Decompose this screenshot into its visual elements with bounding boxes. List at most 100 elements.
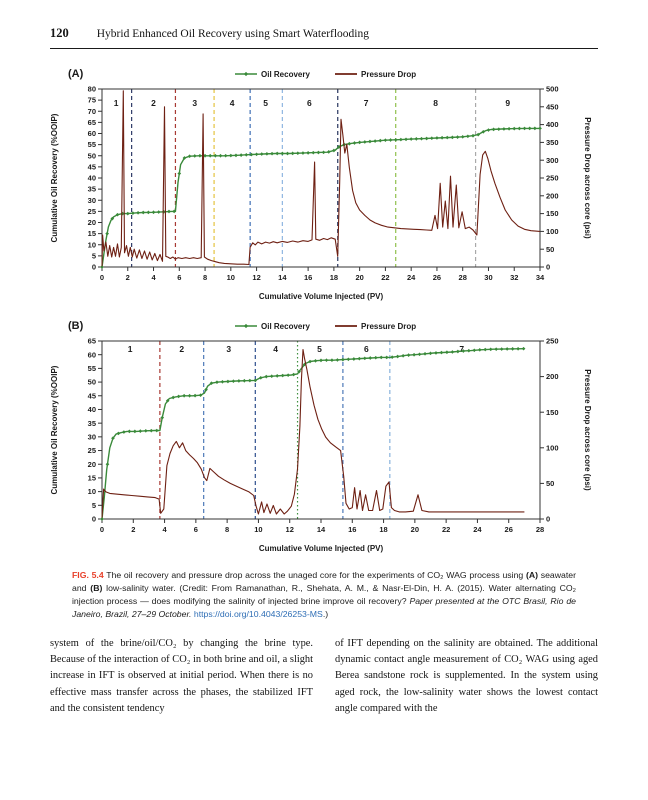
svg-text:40: 40 [88, 174, 96, 183]
svg-text:9: 9 [505, 98, 510, 108]
panel-label: (B) [68, 320, 84, 332]
pressure-drop-series [101, 348, 525, 518]
svg-text:10: 10 [227, 273, 235, 282]
svg-text:8: 8 [433, 98, 438, 108]
svg-text:30: 30 [88, 432, 96, 441]
svg-text:2: 2 [126, 273, 130, 282]
svg-text:22: 22 [442, 525, 450, 534]
svg-text:45: 45 [88, 162, 96, 171]
svg-text:8: 8 [225, 525, 229, 534]
svg-text:3: 3 [226, 344, 231, 354]
running-title: Hybrid Enhanced Oil Recovery using Smart… [96, 28, 369, 40]
svg-text:200: 200 [546, 372, 559, 381]
svg-text:35: 35 [88, 419, 96, 428]
svg-text:60: 60 [88, 129, 96, 138]
svg-text:70: 70 [88, 107, 96, 116]
svg-text:16: 16 [304, 273, 312, 282]
svg-text:60: 60 [88, 350, 96, 359]
panel-label: (A) [68, 68, 84, 80]
svg-text:7: 7 [459, 344, 464, 354]
svg-text:65: 65 [88, 118, 96, 127]
pressure-drop-series [101, 90, 541, 267]
svg-text:4: 4 [273, 344, 278, 354]
caption-bold-b: (B) [90, 583, 103, 594]
svg-text:20: 20 [411, 525, 419, 534]
svg-text:Oil Recovery: Oil Recovery [261, 70, 310, 79]
page-number: 120 [50, 26, 69, 40]
caption-text: low-salinity water. (Credit: From Ramana… [72, 583, 576, 607]
chart-b-low-salinity: (B)1 2 3 4 5 6 705101520253035404550556065Cumu… [50, 320, 592, 553]
svg-text:500: 500 [546, 85, 559, 94]
figure-label: FIG. 5.4 [72, 570, 104, 580]
caption-italic: Paper presented at the OTC Brasil, Rio d… [72, 596, 576, 620]
svg-text:1: 1 [114, 98, 119, 108]
svg-text:20: 20 [88, 218, 96, 227]
y-axis-right: 0 50 100 150 200 250 300 350 400 450 500 Pressure D… [540, 85, 592, 272]
svg-text:26: 26 [505, 525, 513, 534]
svg-text:45: 45 [88, 391, 96, 400]
page-header: 120 Hybrid Enhanced Oil Recovery using S… [50, 26, 598, 49]
svg-text:15: 15 [88, 229, 96, 238]
caption-closing: .) [322, 609, 329, 620]
svg-text:2: 2 [179, 344, 184, 354]
svg-text:100: 100 [546, 443, 559, 452]
svg-text:12: 12 [286, 525, 294, 534]
svg-text:32: 32 [510, 273, 518, 282]
svg-text:0: 0 [546, 515, 550, 524]
svg-text:0: 0 [92, 263, 96, 272]
svg-text:250: 250 [546, 337, 559, 346]
svg-text:5: 5 [92, 501, 96, 510]
svg-text:Cumulative Oil Recovery (%OOIP: Cumulative Oil Recovery (%OOIP) [50, 113, 59, 242]
svg-text:0: 0 [100, 273, 104, 282]
svg-text:50: 50 [546, 245, 554, 254]
svg-text:Oil Recovery: Oil Recovery [261, 322, 310, 331]
chart-legend: Oil Recovery Pressure Drop [235, 322, 416, 331]
svg-text:6: 6 [194, 525, 198, 534]
svg-text:24: 24 [473, 525, 482, 534]
chart-legend: Oil Recovery Pressure Drop [235, 70, 416, 79]
svg-text:0: 0 [546, 263, 550, 272]
svg-text:450: 450 [546, 102, 559, 111]
region-labels: 1 2 3 4 5 6 7 8 9 [114, 98, 511, 108]
svg-text:10: 10 [254, 525, 262, 534]
svg-text:26: 26 [433, 273, 441, 282]
caption-text: seawater and [72, 570, 577, 594]
figure-5-4: (A) 1 2 3 4 5 6 7 8 9 0 5 10 15 20 25 30 35 40 45 50 55 60 65 70… [46, 63, 648, 559]
svg-text:5: 5 [317, 344, 322, 354]
y-axis-left: 0 5 10 15 20 25 30 35 40 45 50 55 60 65 Cumulative Oil… [50, 337, 102, 524]
svg-text:35: 35 [88, 185, 96, 194]
svg-text:28: 28 [536, 525, 544, 534]
figure-caption: FIG. 5.4 The oil recovery and pressure d… [72, 569, 576, 621]
svg-text:50: 50 [88, 378, 96, 387]
svg-text:20: 20 [355, 273, 363, 282]
doi-link[interactable]: https://doi.org/10.4043/26253-MS [193, 609, 323, 620]
svg-text:15: 15 [88, 474, 96, 483]
y-axis-right: 0 50 100 150 200 250 Pressure Drop across core… [540, 337, 592, 524]
svg-text:3: 3 [192, 98, 197, 108]
svg-text:4: 4 [162, 525, 167, 534]
svg-text:24: 24 [407, 273, 416, 282]
svg-text:300: 300 [546, 156, 559, 165]
svg-text:Pressure Drop across core (psi: Pressure Drop across core (psi) [583, 117, 592, 239]
svg-text:Pressure Drop across core (psi: Pressure Drop across core (psi) [583, 369, 592, 491]
body-text: system of the brine/oil/CO₂ by changing … [50, 636, 598, 717]
svg-text:400: 400 [546, 120, 559, 129]
y-axis-left: 0 5 10 15 20 25 30 35 40 45 50 55 60 65 70 75 80 Cumulati… [50, 85, 102, 272]
svg-text:14: 14 [278, 273, 287, 282]
svg-text:55: 55 [88, 364, 96, 373]
plot-border [101, 340, 541, 520]
svg-text:28: 28 [459, 273, 467, 282]
svg-text:Pressure Drop: Pressure Drop [361, 322, 416, 331]
svg-text:100: 100 [546, 227, 559, 236]
svg-text:75: 75 [88, 96, 96, 105]
svg-text:Pressure Drop: Pressure Drop [361, 70, 416, 79]
svg-text:Cumulative Oil Recovery (%OOIP: Cumulative Oil Recovery (%OOIP) [50, 365, 59, 494]
svg-text:0: 0 [100, 525, 104, 534]
x-axis: 0 2 4 6 8 10 12 14 16 18 20 22 24 26 28 30 32 34Cumulativ… [100, 267, 545, 301]
svg-text:18: 18 [379, 525, 387, 534]
svg-text:Cumulative Volume Injected (PV: Cumulative Volume Injected (PV) [259, 292, 384, 301]
svg-text:5: 5 [263, 98, 268, 108]
svg-text:8: 8 [203, 273, 207, 282]
